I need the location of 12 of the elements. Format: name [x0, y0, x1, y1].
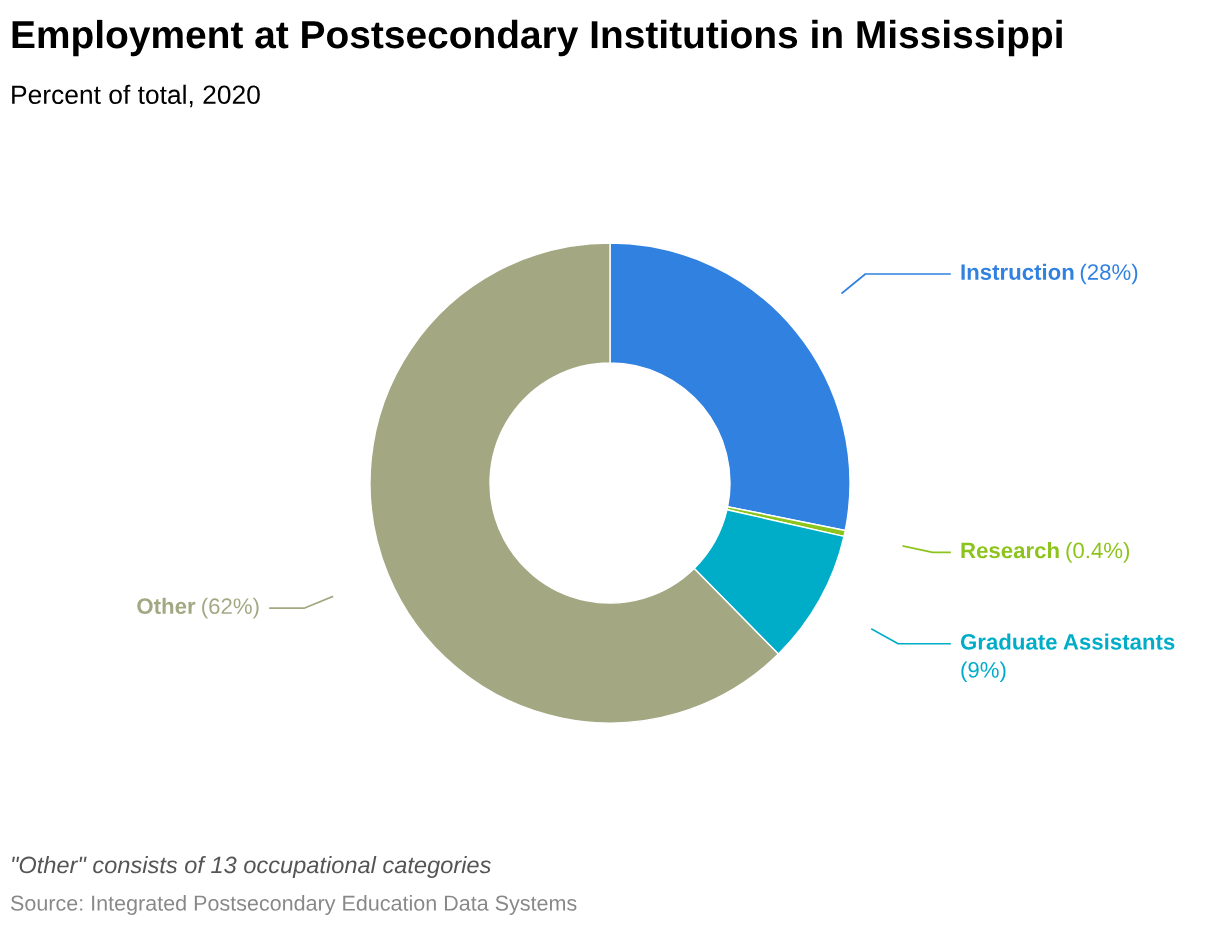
legend-label: Graduate Assistants — [960, 633, 1175, 650]
source-note: Source: Integrated Postsecondary Education Data Systems — [10, 894, 577, 916]
chart-title: Employment at Postsecondary Institutions in Mississippi — [12, 19, 1062, 57]
slice-label: Other — [137, 597, 196, 615]
data-label: (62%) — [202, 597, 259, 619]
data-label: (9%) — [961, 661, 1006, 683]
data-label: (0.4%) — [1066, 542, 1130, 563]
text: "Other" consists of 13 occupational categories — [12, 855, 491, 879]
legend-label: Research — [961, 542, 1059, 559]
legend-label: Instruction — [961, 263, 1074, 280]
chart-subtitle: Percent of total, 2020 — [12, 84, 260, 108]
data-label: (28%) — [1080, 263, 1138, 285]
